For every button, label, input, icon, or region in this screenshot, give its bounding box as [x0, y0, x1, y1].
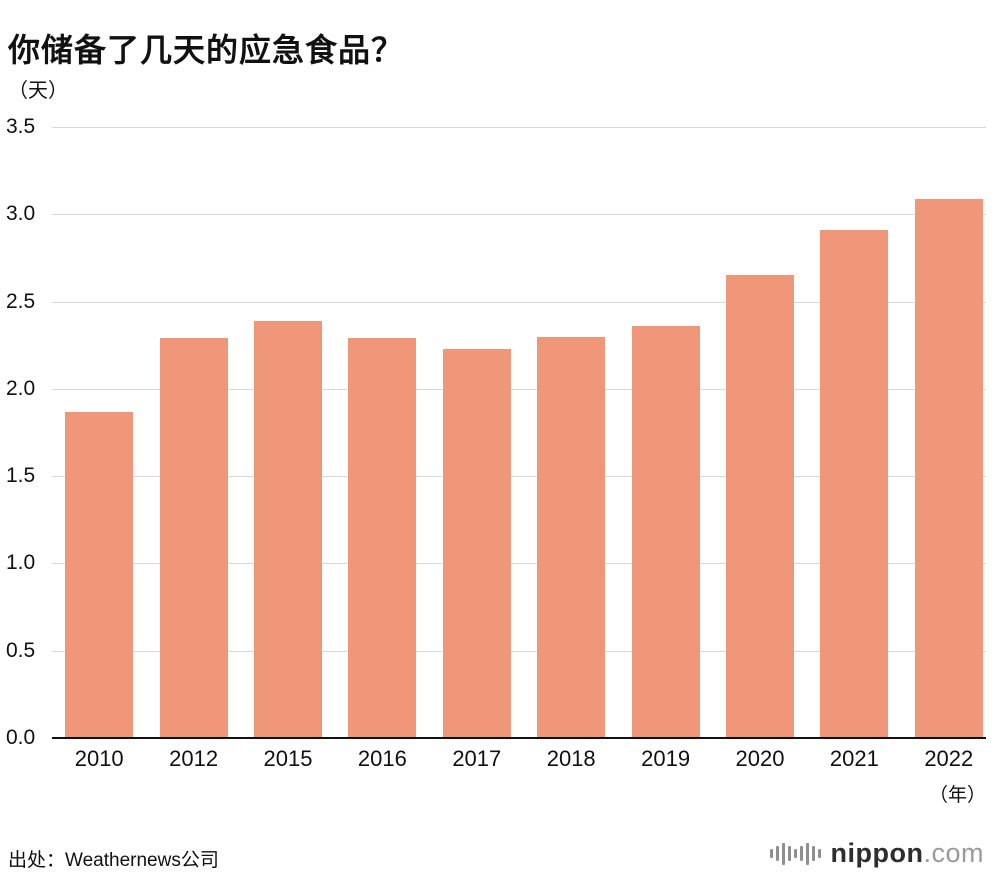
- x-tick-label: 2015: [263, 746, 313, 771]
- x-tick-label: 2017: [452, 746, 502, 771]
- waveform-icon: [769, 842, 821, 865]
- bar-2016: [348, 338, 417, 738]
- x-axis-unit-label: （年）: [928, 785, 986, 806]
- bar-2020: [726, 275, 794, 738]
- gridline: [52, 301, 986, 303]
- x-tick-label: 2018: [546, 746, 596, 771]
- y-tick-label: 1.0: [6, 551, 36, 575]
- bar-2010: [65, 411, 134, 738]
- x-tick-label: 2020: [735, 746, 785, 771]
- gridline: [52, 563, 986, 565]
- bar-2012: [159, 338, 228, 738]
- source-label: 出处：Weathernews公司: [8, 850, 219, 871]
- x-axis-baseline: [52, 737, 986, 739]
- x-tick-label: 2012: [169, 746, 219, 771]
- y-axis-unit-label: （天）: [8, 80, 68, 102]
- y-tick-label: 1.5: [6, 464, 36, 488]
- y-tick-label: 2.0: [6, 376, 36, 400]
- x-tick-label: 2019: [641, 746, 691, 771]
- gridline: [52, 214, 986, 216]
- gridline: [52, 650, 986, 652]
- y-tick-label: 3.5: [6, 115, 36, 138]
- bar-2019: [631, 326, 700, 738]
- x-tick-label: 2022: [924, 746, 974, 771]
- y-tick-label: 0.0: [6, 726, 36, 749]
- x-axis-labels: 2010 2012 2015 2016 2017 2018 2019 2020 2021 2022: [52, 746, 996, 776]
- y-tick-label: 0.5: [6, 638, 36, 662]
- x-tick-label: 2021: [829, 746, 879, 771]
- y-tick-label: 2.5: [6, 289, 36, 313]
- nippon-logo: nippon.com: [769, 838, 984, 869]
- y-tick-label: 3.0: [6, 202, 36, 226]
- x-tick-label: 2010: [74, 746, 124, 771]
- gridline: [52, 388, 986, 390]
- logo-tld: .com: [923, 838, 984, 868]
- gridline: [52, 476, 986, 478]
- bar-2022: [914, 198, 983, 738]
- chart-area: 3.5 3.0 2.5 2.0 1.5 1.0 0.5 0.0: [0, 115, 1000, 749]
- plot-area: [52, 127, 996, 738]
- bar-2021: [820, 230, 889, 738]
- gridline: [52, 127, 986, 128]
- x-tick-label: 2016: [357, 746, 407, 771]
- logo-text: nippon.com: [831, 838, 984, 869]
- chart-title: 你储备了几天的应急食品？: [8, 32, 405, 69]
- bar-2017: [442, 348, 511, 738]
- bar-2018: [537, 336, 606, 738]
- logo-name: nippon: [830, 838, 924, 868]
- bar-2015: [254, 320, 322, 738]
